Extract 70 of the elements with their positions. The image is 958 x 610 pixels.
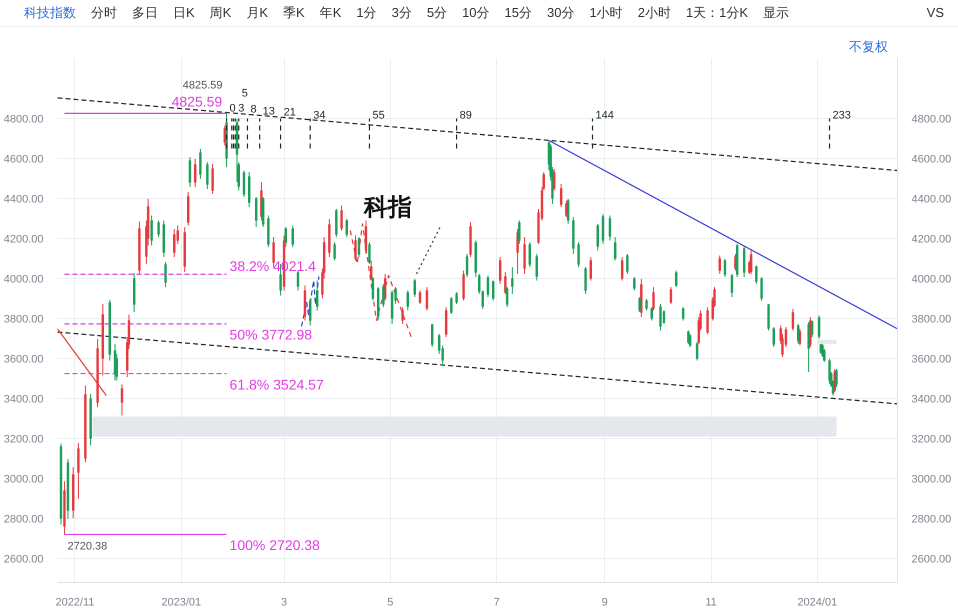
text: 周K <box>210 4 232 22</box>
y-tick-label: 2800.00 <box>4 514 44 526</box>
y-tick-label: 3000.00 <box>4 474 44 486</box>
x-tick-label: 5 <box>387 596 394 608</box>
y2-tick-label: 3800.00 <box>912 314 952 326</box>
text: 日K <box>173 4 195 22</box>
series-label: 144 <box>596 110 614 122</box>
text: 年K <box>320 4 342 22</box>
y2-tick-label: 4400.00 <box>912 194 952 206</box>
y-tick-label: 4600.00 <box>4 154 44 166</box>
data-label: 100% 2720.38 <box>230 537 320 554</box>
y2-tick-label: 3400.00 <box>912 394 952 406</box>
y2-tick-label: 2800.00 <box>912 514 952 526</box>
series-label: 233 <box>832 110 851 122</box>
y2-tick-label: 4200.00 <box>912 234 952 246</box>
text: 1小时 <box>589 4 623 22</box>
y-tick-label: 3600.00 <box>4 354 44 366</box>
x-tick-label: 2023/01 <box>161 596 202 608</box>
y-tick-label: 2600.00 <box>4 554 44 566</box>
x-tick-label: 2024/01 <box>797 596 838 608</box>
data-label: 4825.59 <box>172 93 222 110</box>
text: 1分 <box>356 4 377 22</box>
x-tick-label: 3 <box>280 596 288 608</box>
text: 1天：1分K <box>686 4 748 22</box>
text: 15分 <box>504 4 532 22</box>
x-tick-label: 9 <box>602 596 608 608</box>
annotation: 科指 <box>363 192 412 222</box>
text: 不复权 <box>849 38 888 56</box>
series-label: 3 <box>238 102 244 114</box>
text: 多日 <box>132 4 158 22</box>
annotation: 2720.38 <box>67 540 108 553</box>
y-tick-label: 3800.00 <box>4 314 44 326</box>
series-label: 55 <box>372 110 385 122</box>
text: 3分 <box>392 4 412 22</box>
annotation: 4825.59 <box>182 79 222 92</box>
x-tick-label: 11 <box>705 596 717 608</box>
series-label: 0 <box>230 102 236 114</box>
y-tick-label: 3400.00 <box>4 394 44 406</box>
text: 季K <box>283 4 305 22</box>
x-tick-label: 2022/11 <box>55 596 94 608</box>
text: 30分 <box>547 4 574 22</box>
text: 分时 <box>91 4 117 22</box>
text: 科技指数 <box>24 4 76 22</box>
text: 2小时 <box>638 4 671 22</box>
data-label: 61.8% 3524.57 <box>230 376 324 392</box>
y-tick-label: 4400.00 <box>4 194 44 206</box>
x-tick-label: 7 <box>494 596 500 608</box>
series-label: 34 <box>313 110 326 122</box>
y2-tick-label: 3600.00 <box>912 354 952 366</box>
y-tick-label: 4800.00 <box>4 114 44 126</box>
series-label: 21 <box>284 106 296 118</box>
series-label: 5 <box>242 88 248 100</box>
y2-tick-label: 4600.00 <box>912 154 952 166</box>
text: 显示 <box>763 4 790 22</box>
data-label: 50% 3772.98 <box>230 326 312 343</box>
y-tick-label: 3200.00 <box>4 434 44 446</box>
text: 月K <box>246 4 268 22</box>
y2-tick-label: 3200.00 <box>912 434 952 446</box>
y-tick-label: 4000.00 <box>4 274 44 286</box>
series-label: 13 <box>262 106 275 118</box>
y2-tick-label: 2600.00 <box>912 554 952 566</box>
text: 10分 <box>462 4 490 22</box>
y2-tick-label: 4800.00 <box>912 114 952 126</box>
y2-tick-label: 4000.00 <box>912 274 952 286</box>
y2-tick-label: 3000.00 <box>912 474 952 486</box>
text: VS <box>926 4 944 22</box>
text: 5分 <box>426 4 448 22</box>
series-label: 8 <box>250 104 257 116</box>
series-label: 89 <box>460 110 472 122</box>
y-tick-label: 4200.00 <box>4 234 44 246</box>
